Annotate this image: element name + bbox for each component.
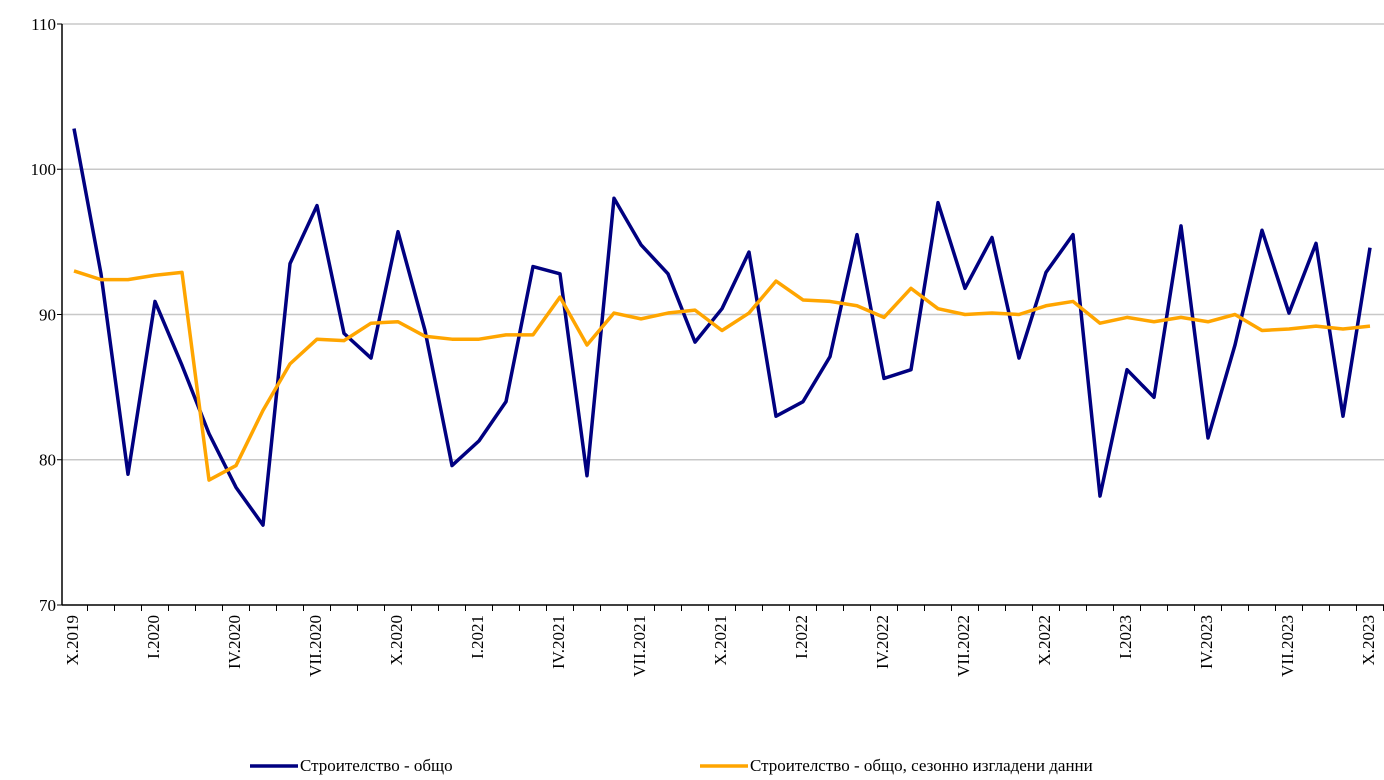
x-tick-label: IV.2020 [225, 615, 244, 669]
legend-label: Строителство - общо, сезонно изгладени д… [750, 756, 1093, 775]
series-line [73, 269, 1371, 482]
y-tick-label: 70 [39, 596, 56, 615]
x-tick-label: IV.2023 [1197, 615, 1216, 669]
x-tick-label: IV.2021 [549, 615, 568, 669]
x-tick-label: X.2019 [63, 615, 82, 666]
y-tick-label: 110 [31, 15, 56, 34]
x-tick-label: I.2020 [144, 615, 163, 659]
y-tick-label: 90 [39, 305, 56, 324]
y-tick-label: 100 [31, 160, 57, 179]
x-tick-label: IV.2022 [873, 615, 892, 669]
x-tick-label: I.2021 [468, 615, 487, 659]
x-tick-label: X.2020 [387, 615, 406, 666]
x-tick-label: VII.2020 [306, 615, 325, 677]
x-tick-label: X.2021 [711, 615, 730, 666]
x-tick-label: I.2023 [1116, 615, 1135, 659]
x-tick-label: VII.2021 [630, 615, 649, 677]
legend-label: Строителство - общо [300, 756, 453, 775]
x-tick-label: VII.2023 [1278, 615, 1297, 677]
x-tick-label: VII.2022 [954, 615, 973, 677]
x-tick-label: I.2022 [792, 615, 811, 659]
x-tick-label: X.2023 [1359, 615, 1378, 666]
series-line [72, 128, 1372, 527]
x-tick-label: X.2022 [1035, 615, 1054, 666]
y-tick-label: 80 [39, 451, 56, 470]
